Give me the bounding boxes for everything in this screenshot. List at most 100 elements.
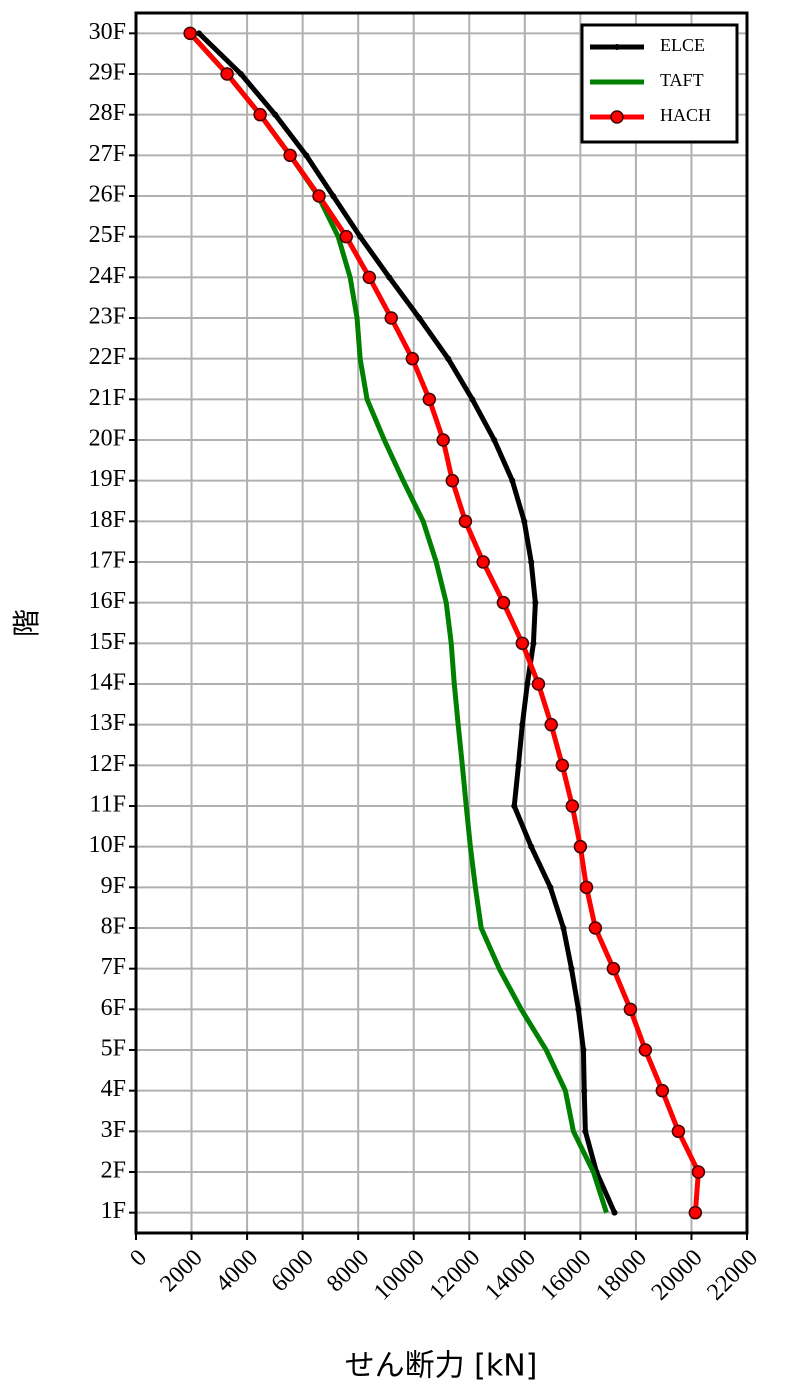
y-axis-label: 階 bbox=[10, 609, 43, 637]
marker bbox=[573, 839, 588, 854]
y-tick-label: 15F bbox=[89, 629, 126, 655]
x-tick-label: 16000 bbox=[536, 1245, 597, 1306]
marker bbox=[532, 599, 539, 606]
x-tick-label: 0 bbox=[125, 1245, 152, 1272]
marker bbox=[519, 721, 526, 728]
marker bbox=[220, 67, 234, 81]
marker bbox=[528, 843, 535, 850]
y-tick-label: 20F bbox=[89, 426, 126, 452]
plot-frame bbox=[134, 11, 749, 1235]
y-tick-label: 4F bbox=[101, 1076, 126, 1102]
marker bbox=[436, 433, 450, 447]
marker bbox=[580, 1047, 587, 1053]
y-tick-label: 22F bbox=[89, 344, 126, 370]
marker bbox=[547, 884, 554, 891]
marker bbox=[579, 880, 594, 895]
marker bbox=[339, 229, 353, 244]
y-tick-label: 5F bbox=[101, 1036, 126, 1062]
y-tick-label: 1F bbox=[101, 1198, 126, 1224]
y-tick-label: 18F bbox=[89, 507, 126, 533]
y-tick-label: 13F bbox=[89, 710, 126, 736]
marker bbox=[582, 1128, 589, 1135]
y-tick-label: 30F bbox=[89, 19, 126, 45]
marker bbox=[405, 351, 420, 366]
marker bbox=[515, 762, 522, 769]
marker bbox=[384, 311, 398, 325]
marker bbox=[458, 514, 473, 529]
y-tick-label: 7F bbox=[101, 954, 126, 980]
marker bbox=[524, 681, 531, 687]
legend-label: HACH bbox=[660, 105, 711, 125]
y-tick-label: 12F bbox=[89, 751, 126, 777]
marker bbox=[581, 1087, 588, 1094]
legend-label: ELCE bbox=[660, 35, 705, 55]
marker bbox=[575, 1006, 582, 1013]
x-tick-label: 22000 bbox=[702, 1245, 763, 1306]
marker bbox=[688, 1205, 703, 1220]
marker bbox=[611, 1209, 618, 1216]
legend-marker bbox=[610, 110, 624, 124]
x-axis-label: せん断力 [kN] bbox=[345, 1349, 538, 1384]
x-tick-label: 18000 bbox=[591, 1245, 652, 1306]
y-tick-label: 26F bbox=[89, 182, 126, 208]
marker bbox=[691, 1165, 706, 1179]
y-tick-label: 14F bbox=[89, 670, 126, 696]
marker bbox=[511, 803, 518, 809]
x-tick-label: 8000 bbox=[322, 1245, 374, 1297]
marker bbox=[560, 925, 567, 931]
marker bbox=[303, 152, 310, 159]
marker bbox=[253, 107, 267, 122]
marker bbox=[496, 595, 511, 610]
y-tick-label: 27F bbox=[89, 141, 126, 167]
y-tick-label: 3F bbox=[101, 1117, 126, 1143]
x-tick-label: 10000 bbox=[369, 1245, 430, 1306]
marker bbox=[362, 270, 377, 285]
marker bbox=[476, 555, 490, 569]
x-tick-label: 14000 bbox=[480, 1245, 541, 1306]
marker bbox=[568, 965, 575, 972]
series-line bbox=[197, 31, 617, 1214]
marker bbox=[623, 1002, 638, 1017]
marker bbox=[565, 799, 580, 813]
marker bbox=[531, 677, 546, 691]
marker bbox=[445, 355, 452, 362]
y-tick-label: 21F bbox=[89, 385, 126, 411]
x-tick-label: 2000 bbox=[155, 1245, 207, 1297]
x-tick-label: 20000 bbox=[647, 1245, 708, 1306]
x-tick-label: 12000 bbox=[425, 1245, 486, 1306]
marker bbox=[491, 437, 498, 443]
marker bbox=[422, 392, 437, 407]
y-tick-label: 2F bbox=[101, 1158, 126, 1184]
y-tick-label: 11F bbox=[90, 792, 126, 818]
marker bbox=[509, 477, 516, 484]
marker bbox=[357, 233, 364, 240]
series-line bbox=[188, 31, 701, 1213]
marker bbox=[671, 1124, 686, 1139]
marker bbox=[183, 26, 197, 41]
marker bbox=[544, 717, 558, 732]
marker bbox=[588, 921, 603, 935]
y-tick-label: 10F bbox=[89, 832, 126, 858]
y-tick-label: 19F bbox=[89, 466, 126, 492]
marker bbox=[606, 961, 621, 976]
y-tick-label: 29F bbox=[89, 60, 126, 86]
y-tick-label: 23F bbox=[89, 304, 126, 330]
marker bbox=[330, 193, 337, 199]
marker bbox=[638, 1043, 653, 1057]
y-tick-label: 8F bbox=[101, 914, 126, 940]
marker bbox=[272, 111, 279, 118]
marker bbox=[521, 518, 528, 525]
y-tick-label: 17F bbox=[89, 548, 126, 574]
marker bbox=[416, 315, 423, 321]
series-line bbox=[188, 31, 609, 1214]
x-tick-label: 4000 bbox=[211, 1245, 263, 1297]
marker bbox=[469, 396, 476, 403]
y-tick-label: 9F bbox=[101, 873, 126, 899]
marker bbox=[196, 30, 203, 37]
marker bbox=[515, 636, 530, 651]
y-tick-label: 6F bbox=[101, 995, 126, 1021]
y-tick-label: 24F bbox=[89, 263, 126, 289]
marker bbox=[555, 758, 570, 773]
marker bbox=[386, 274, 393, 281]
